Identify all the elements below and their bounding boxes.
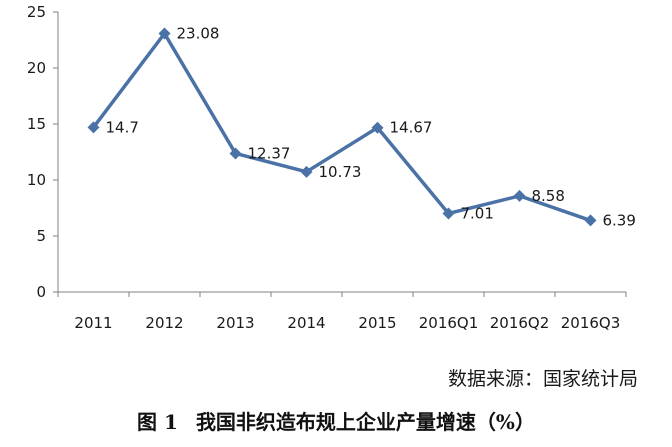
data-label: 23.08 bbox=[177, 25, 220, 43]
data-point-marker bbox=[442, 207, 455, 220]
x-tick-label: 2011 bbox=[74, 314, 112, 332]
data-label: 7.01 bbox=[461, 204, 494, 222]
data-label: 14.67 bbox=[390, 119, 433, 137]
y-tick-label: 15 bbox=[27, 115, 46, 133]
data-label: 12.37 bbox=[248, 144, 291, 162]
data-point-marker bbox=[229, 147, 242, 160]
x-tick-label: 2016Q1 bbox=[419, 314, 479, 332]
data-point-marker bbox=[371, 121, 384, 134]
x-tick-label: 2016Q3 bbox=[561, 314, 621, 332]
data-label: 10.73 bbox=[319, 163, 362, 181]
data-point-marker bbox=[87, 121, 100, 134]
data-point-marker bbox=[158, 27, 171, 40]
series-line-path bbox=[92, 31, 592, 223]
source-note: 数据来源：国家统计局 bbox=[447, 368, 638, 390]
series-line bbox=[92, 31, 592, 223]
figure-caption: 图 1 我国非织造布规上企业产量增速（%） bbox=[0, 406, 672, 435]
data-label: 8.58 bbox=[532, 187, 565, 205]
data-point-marker bbox=[513, 189, 526, 202]
data-point-marker bbox=[584, 214, 597, 227]
data-label: 14.7 bbox=[106, 118, 139, 136]
y-tick-label: 25 bbox=[27, 3, 46, 21]
data-labels: 14.7 23.08 12.37 10.73 14.67 7.01 8.58 6.39 bbox=[106, 25, 636, 230]
x-tick-label: 2015 bbox=[358, 314, 396, 332]
y-tick-label: 10 bbox=[27, 171, 46, 189]
x-tick-label: 2012 bbox=[145, 314, 183, 332]
x-tick-label: 2013 bbox=[216, 314, 254, 332]
chart-axes bbox=[57, 12, 626, 293]
y-tick-label: 5 bbox=[36, 227, 46, 245]
figure-title: 我国非织造布规上企业产量增速（%） bbox=[195, 410, 535, 434]
series-markers bbox=[87, 27, 597, 227]
y-axis-ticks: 0 5 10 15 20 25 bbox=[27, 3, 58, 301]
x-tick-label: 2014 bbox=[287, 314, 325, 332]
y-tick-label: 20 bbox=[27, 59, 46, 77]
data-point-marker bbox=[300, 165, 313, 178]
figure-number: 图 1 bbox=[137, 410, 178, 434]
data-label: 6.39 bbox=[603, 211, 636, 229]
x-axis-ticks: 2011 2012 2013 2014 2015 2016Q1 2016Q2 2016Q3 bbox=[57, 292, 627, 332]
y-tick-label: 0 bbox=[36, 283, 46, 301]
x-tick-label: 2016Q2 bbox=[490, 314, 550, 332]
